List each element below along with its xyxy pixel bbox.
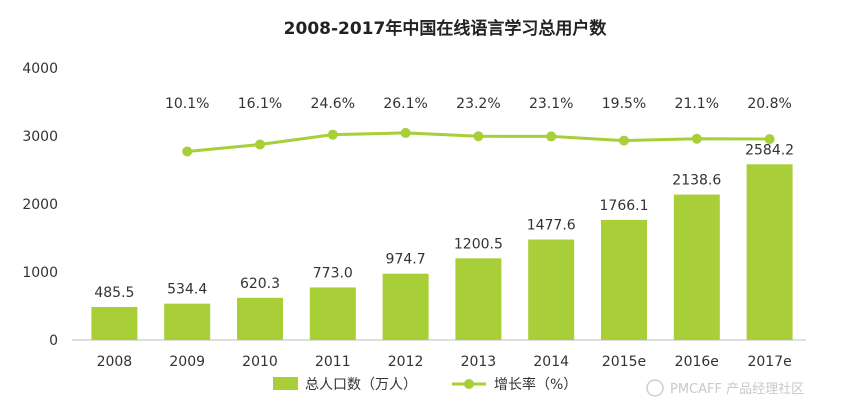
growth-rate-point (400, 127, 411, 138)
y-tick-label: 4000 (22, 61, 58, 77)
bar (528, 239, 575, 340)
bar-value-label: 2138.6 (672, 173, 721, 189)
growth-rate-label: 19.5% (602, 96, 646, 112)
growth-rate-label: 23.2% (456, 96, 500, 112)
legend-bar-swatch (273, 377, 298, 390)
bar-value-label: 2584.2 (745, 142, 794, 158)
growth-rate-point (327, 129, 338, 140)
x-tick-label: 2015e (602, 354, 646, 370)
y-tick-label: 0 (49, 333, 58, 349)
bar-series: 485.5 534.4 620.3 773.0 974.7 1200.5 1477.6 176… (91, 142, 794, 340)
legend: 总人口数（万人） 增长率（%） (273, 376, 577, 393)
bar (91, 306, 138, 340)
bar-value-label: 534.4 (167, 282, 207, 298)
x-tick-label: 2010 (242, 354, 278, 370)
growth-rate-label: 26.1% (383, 96, 427, 112)
bar (309, 287, 356, 340)
growth-rate-label: 24.6% (311, 96, 355, 112)
x-tick-label: 2014 (533, 354, 569, 370)
x-tick-label: 2011 (315, 354, 351, 370)
bar-value-label: 773.0 (313, 265, 353, 281)
growth-rate-point (255, 139, 265, 150)
y-tick-label: 3000 (22, 129, 58, 145)
watermark-text: PMCAFF 产品经理社区 (670, 381, 804, 397)
legend-line-label: 增长率（%） (494, 376, 577, 393)
bar-value-label: 620.3 (240, 276, 280, 292)
line-series: 10.1% 16.1% 24.6% 26.1% 23.2% 23.1% 19.5% 21.1%… (165, 96, 792, 157)
x-axis: 2008 2009 2010 2011 2012 2013 2014 2015e 2016e 20… (97, 354, 792, 370)
legend-bar-label: 总人口数（万人） (305, 377, 417, 393)
x-tick-label: 2012 (388, 354, 424, 370)
y-tick-label: 2000 (22, 197, 58, 213)
watermark: PMCAFF 产品经理社区 (646, 379, 804, 397)
bar (601, 219, 647, 340)
watermark-logo-icon (646, 379, 664, 397)
bar (237, 297, 283, 340)
growth-rate-point (619, 135, 629, 146)
growth-rate-label: 16.1% (238, 96, 282, 112)
bar (455, 258, 502, 340)
chart-title: 2008-2017年中国在线语言学习总用户数 (284, 18, 608, 39)
legend-line-marker (464, 379, 474, 389)
growth-rate-point (473, 131, 484, 142)
bar (673, 194, 720, 340)
x-tick-label: 2013 (461, 354, 497, 370)
growth-rate-label: 10.1% (165, 96, 209, 112)
bar (382, 273, 429, 340)
x-tick-label: 2009 (169, 354, 205, 370)
y-tick-label: 1000 (22, 265, 58, 281)
bar (164, 303, 211, 340)
bar-value-label: 485.5 (94, 285, 134, 301)
growth-rate-label: 23.1% (529, 96, 573, 112)
bar-value-label: 1477.6 (527, 218, 576, 234)
bar-value-label: 1766.1 (600, 198, 649, 214)
growth-rate-point (691, 133, 702, 144)
bar (746, 164, 793, 340)
x-tick-label: 2008 (97, 354, 133, 370)
growth-rate-point (182, 146, 193, 157)
growth-rate-point (764, 134, 775, 145)
growth-rate-label: 20.8% (747, 96, 791, 112)
x-tick-label: 2016e (675, 354, 719, 370)
bar-value-label: 1200.5 (454, 236, 503, 252)
growth-rate-label: 21.1% (675, 96, 719, 112)
x-tick-label: 2017e (747, 354, 791, 370)
growth-rate-point (546, 131, 557, 142)
bar-value-label: 974.7 (386, 252, 426, 268)
